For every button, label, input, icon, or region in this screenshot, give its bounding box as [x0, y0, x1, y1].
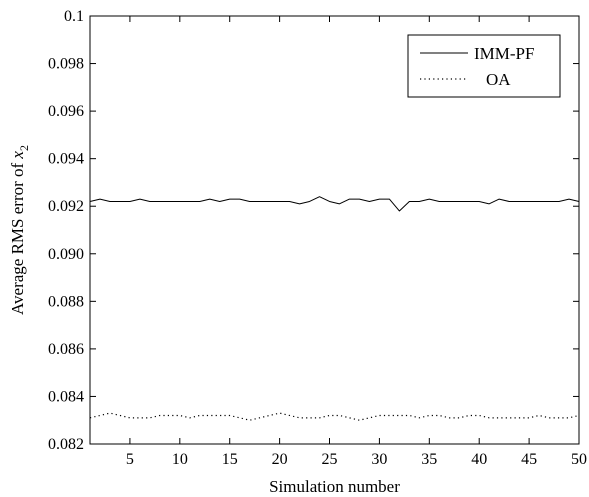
x-tick-label: 50 [571, 451, 587, 468]
y-tick-label: 0.096 [48, 103, 84, 120]
y-tick-label: 0.094 [48, 151, 84, 168]
x-tick-label: 30 [371, 451, 387, 468]
y-tick-label: 0.098 [48, 56, 84, 73]
y-tick-label: 0.086 [48, 341, 84, 358]
y-tick-label: 0.1 [64, 8, 84, 25]
x-tick-label: 15 [222, 451, 238, 468]
ticks-layer: 5 10 15 20 25 30 35 40 45 50 0.082 0.084 0.086 0.088 0… [48, 8, 587, 468]
y-tick-label: 0.082 [48, 436, 84, 453]
x-tick-label: 35 [421, 451, 437, 468]
y-tick-label: 0.088 [48, 293, 84, 310]
plot-frame [89, 15, 580, 445]
x-tick-label: 40 [471, 451, 487, 468]
y-tick-label: 0.092 [48, 198, 84, 215]
legend-label-imm-pf: IMM-PF [474, 44, 534, 63]
y-axis-title: Average RMS error of x2 [8, 145, 31, 315]
series-line-imm-pf [89, 196, 580, 212]
y-axis-title-prefix: Average RMS error of [8, 159, 27, 315]
x-tick-label: 5 [126, 451, 134, 468]
y-axis-title-sub: 2 [17, 145, 31, 151]
x-axis-title: Simulation number [269, 477, 400, 496]
series-line-oa [89, 412, 580, 421]
series-layer [89, 196, 580, 421]
y-tick-label: 0.084 [48, 388, 84, 405]
legend: IMM-PF OA [407, 34, 561, 98]
legend-box [407, 34, 561, 98]
x-tick-label: 25 [322, 451, 338, 468]
y-axis-title-var: x [8, 151, 27, 160]
x-tick-label: 20 [272, 451, 288, 468]
legend-label-oa: OA [486, 70, 511, 89]
x-tick-label: 45 [521, 451, 537, 468]
x-tick-label: 10 [172, 451, 188, 468]
y-tick-label: 0.090 [48, 246, 84, 263]
